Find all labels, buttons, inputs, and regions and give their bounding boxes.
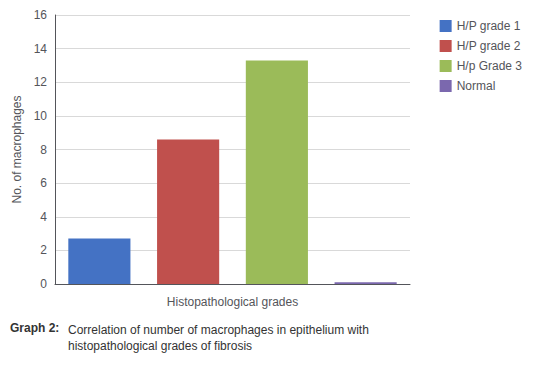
svg-text:Histopathological grades: Histopathological grades xyxy=(167,295,298,309)
svg-text:12: 12 xyxy=(34,75,48,89)
svg-text:Graph 2:: Graph 2: xyxy=(10,321,59,335)
svg-text:10: 10 xyxy=(34,109,48,123)
svg-text:16: 16 xyxy=(34,8,48,22)
svg-text:0: 0 xyxy=(40,277,47,291)
svg-text:No. of macrophages: No. of macrophages xyxy=(10,95,24,203)
svg-text:8: 8 xyxy=(40,143,47,157)
svg-text:6: 6 xyxy=(40,176,47,190)
svg-text:14: 14 xyxy=(34,42,48,56)
svg-text:histopathological grades of fi: histopathological grades of fibrosis xyxy=(68,339,252,353)
svg-text:Normal: Normal xyxy=(457,79,496,93)
svg-text:4: 4 xyxy=(40,210,47,224)
svg-text:Correlation of number of macro: Correlation of number of macrophages in … xyxy=(68,323,369,337)
svg-text:2: 2 xyxy=(40,243,47,257)
svg-text:H/P grade 2: H/P grade 2 xyxy=(457,39,521,53)
svg-text:H/P grade 1: H/P grade 1 xyxy=(457,19,521,33)
svg-text:H/p Grade 3: H/p Grade 3 xyxy=(457,59,523,73)
